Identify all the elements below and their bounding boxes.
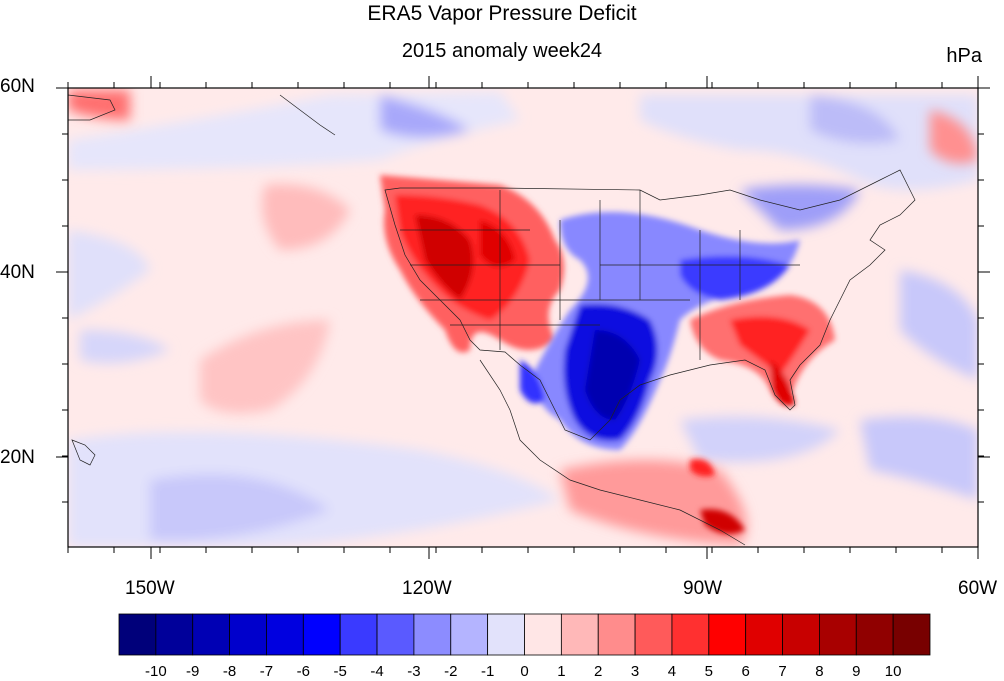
units-label: hPa xyxy=(946,45,982,67)
colorbar-tick-label: 10 xyxy=(884,663,902,680)
lat-label-20n: 20N xyxy=(0,447,35,468)
southeast-positive-anomaly xyxy=(690,295,835,534)
colorbar-swatch xyxy=(892,613,931,656)
colorbar-tick-label: 9 xyxy=(852,663,861,680)
colorbar-tick-label: -9 xyxy=(186,663,200,680)
colorbar-swatch xyxy=(192,613,230,656)
lon-label-90w: 90W xyxy=(683,578,723,599)
colorbar-tick-label: 3 xyxy=(630,663,640,680)
colorbar-swatch xyxy=(339,613,378,656)
colorbar-swatch xyxy=(782,613,820,656)
lon-label-60w: 60W xyxy=(958,578,998,599)
lon-label-150w: 150W xyxy=(125,578,175,599)
colorbar-tick-label: -2 xyxy=(444,663,458,680)
colorbar-tick-label: 1 xyxy=(557,663,566,680)
colorbar-swatch xyxy=(413,613,452,656)
lat-label-60n: 60N xyxy=(0,76,35,97)
colorbar-tick-label: -1 xyxy=(480,663,495,680)
colorbar-swatch xyxy=(634,613,673,656)
colorbar-swatch xyxy=(708,613,747,656)
colorbar-swatch xyxy=(118,613,157,656)
southern-negative-anomaly xyxy=(520,212,800,450)
coastlines-borders xyxy=(68,94,916,546)
colorbar-tick-label: 2 xyxy=(594,663,603,680)
colorbar-swatch xyxy=(155,613,194,656)
colorbar-tick-label: -8 xyxy=(222,663,237,680)
colorbar-tick-label: -7 xyxy=(259,663,274,680)
axis-ticks xyxy=(56,76,990,559)
colorbar-tick-label: -3 xyxy=(407,663,421,680)
anomaly-blobs-light xyxy=(68,92,978,547)
colorbar-tick-label: 8 xyxy=(815,663,824,680)
colorbar-tick-label: -6 xyxy=(296,663,310,680)
colorbar-tick-label: -5 xyxy=(333,663,347,680)
lat-label-40n: 40N xyxy=(0,262,35,283)
colorbar-swatch xyxy=(266,613,304,656)
colorbar-tick-label: 0 xyxy=(520,663,529,680)
colorbar-tick-label: 4 xyxy=(667,663,677,680)
colorbar-swatch xyxy=(855,613,894,656)
colorbar-tick-label: 7 xyxy=(778,663,787,680)
colorbar-swatch xyxy=(745,613,783,656)
colorbar-swatch xyxy=(376,613,415,656)
colorbar-swatch xyxy=(487,613,525,656)
colorbar-swatch xyxy=(524,613,562,656)
lon-label-120w: 120W xyxy=(402,578,452,599)
western-positive-anomaly xyxy=(380,175,564,353)
colorbar-swatch xyxy=(671,613,710,656)
colorbar-tick-label: 5 xyxy=(704,663,713,680)
anomaly-blobs-warm-light xyxy=(68,90,978,545)
colorbar-swatch xyxy=(597,613,636,656)
colorbar-swatch xyxy=(560,613,599,656)
colorbar-swatch xyxy=(302,613,341,656)
map-title: ERA5 Vapor Pressure Deficit xyxy=(367,2,637,25)
colorbar-tick-label: 6 xyxy=(741,663,750,680)
colorbar-swatch xyxy=(450,613,489,656)
anomaly-field xyxy=(68,88,978,547)
colorbar-tick-label: -10 xyxy=(145,663,167,680)
map-subtitle: 2015 anomaly week24 xyxy=(401,40,603,62)
colorbar-swatch xyxy=(229,613,267,656)
colorbar-swatch xyxy=(819,613,857,656)
colorbar-tick-label: -4 xyxy=(370,663,384,680)
colorbar xyxy=(118,613,931,656)
